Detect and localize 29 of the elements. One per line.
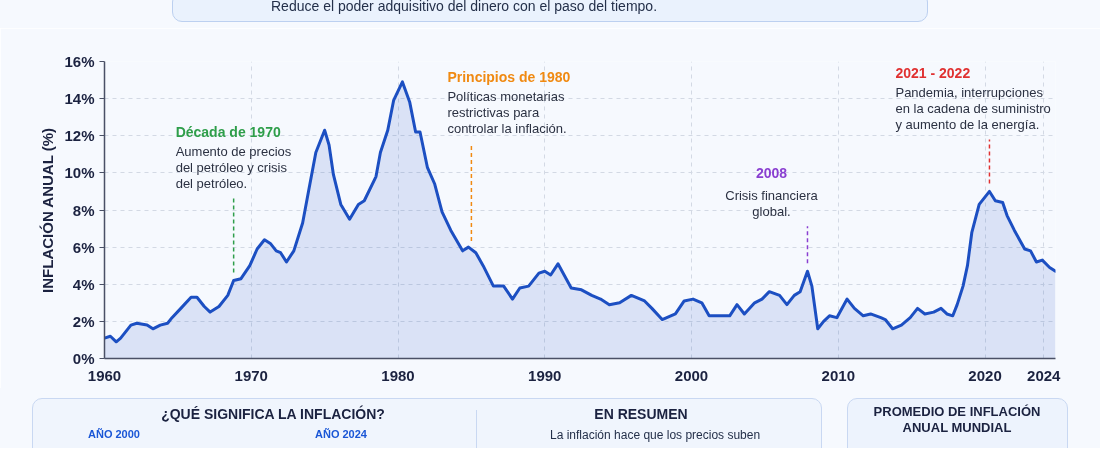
annotation: Década de 1970 Aumento de precios del petróleo y crisis del petróleo. [175,123,292,191]
x-tick-label: 1960 [87,366,122,384]
annotation: 2008 Crisis financiera global. [725,165,819,220]
y-tick-label: 14% [64,90,95,108]
y-tick-label: 6% [72,238,95,256]
x-tick-label: 2010 [821,366,855,384]
text: AÑO 2024 [315,428,367,442]
annotation: 2021 - 2022 Pandemia, interrupciones en la cadena de suministro y aumento de la energía. [895,65,1051,133]
x-tick-label: 1990 [528,366,562,384]
y-tick-label: 8% [72,201,95,219]
text: Reduce el poder adquisitivo del dinero con el paso del tiempo. [271,0,658,15]
x-tick-label: 2000 [674,366,709,384]
y-tick-label: 4% [72,275,95,293]
text: ¿QUÉ SIGNIFICA LA INFLACIÓN? [160,406,386,423]
y-tick-label: 0% [72,350,95,367]
y-tick-label: 12% [64,127,95,145]
text: AÑO 2000 [88,428,140,442]
x-tick-label: 1970 [234,366,268,384]
text: La inflación hace que los precios suben [550,428,761,443]
y-axis-title: INFLACIÓN ANUAL (%) [39,127,57,293]
y-tick-label: 2% [72,312,95,330]
y-tick-label: 10% [64,164,95,182]
text: EN RESUMEN [593,406,689,423]
x-tick-label: 2020 [968,366,1002,384]
x-tick-label: 1980 [381,366,415,384]
y-tick-label: 16% [64,53,95,70]
annotation: Principios de 1980 Políticas monetarias restrictivas para controlar la inflación. [447,68,571,136]
x-tick-label: 2024 [1027,366,1062,384]
text: PROMEDIO DE INFLACIÓN ANUAL MUNDIAL [872,404,1042,436]
